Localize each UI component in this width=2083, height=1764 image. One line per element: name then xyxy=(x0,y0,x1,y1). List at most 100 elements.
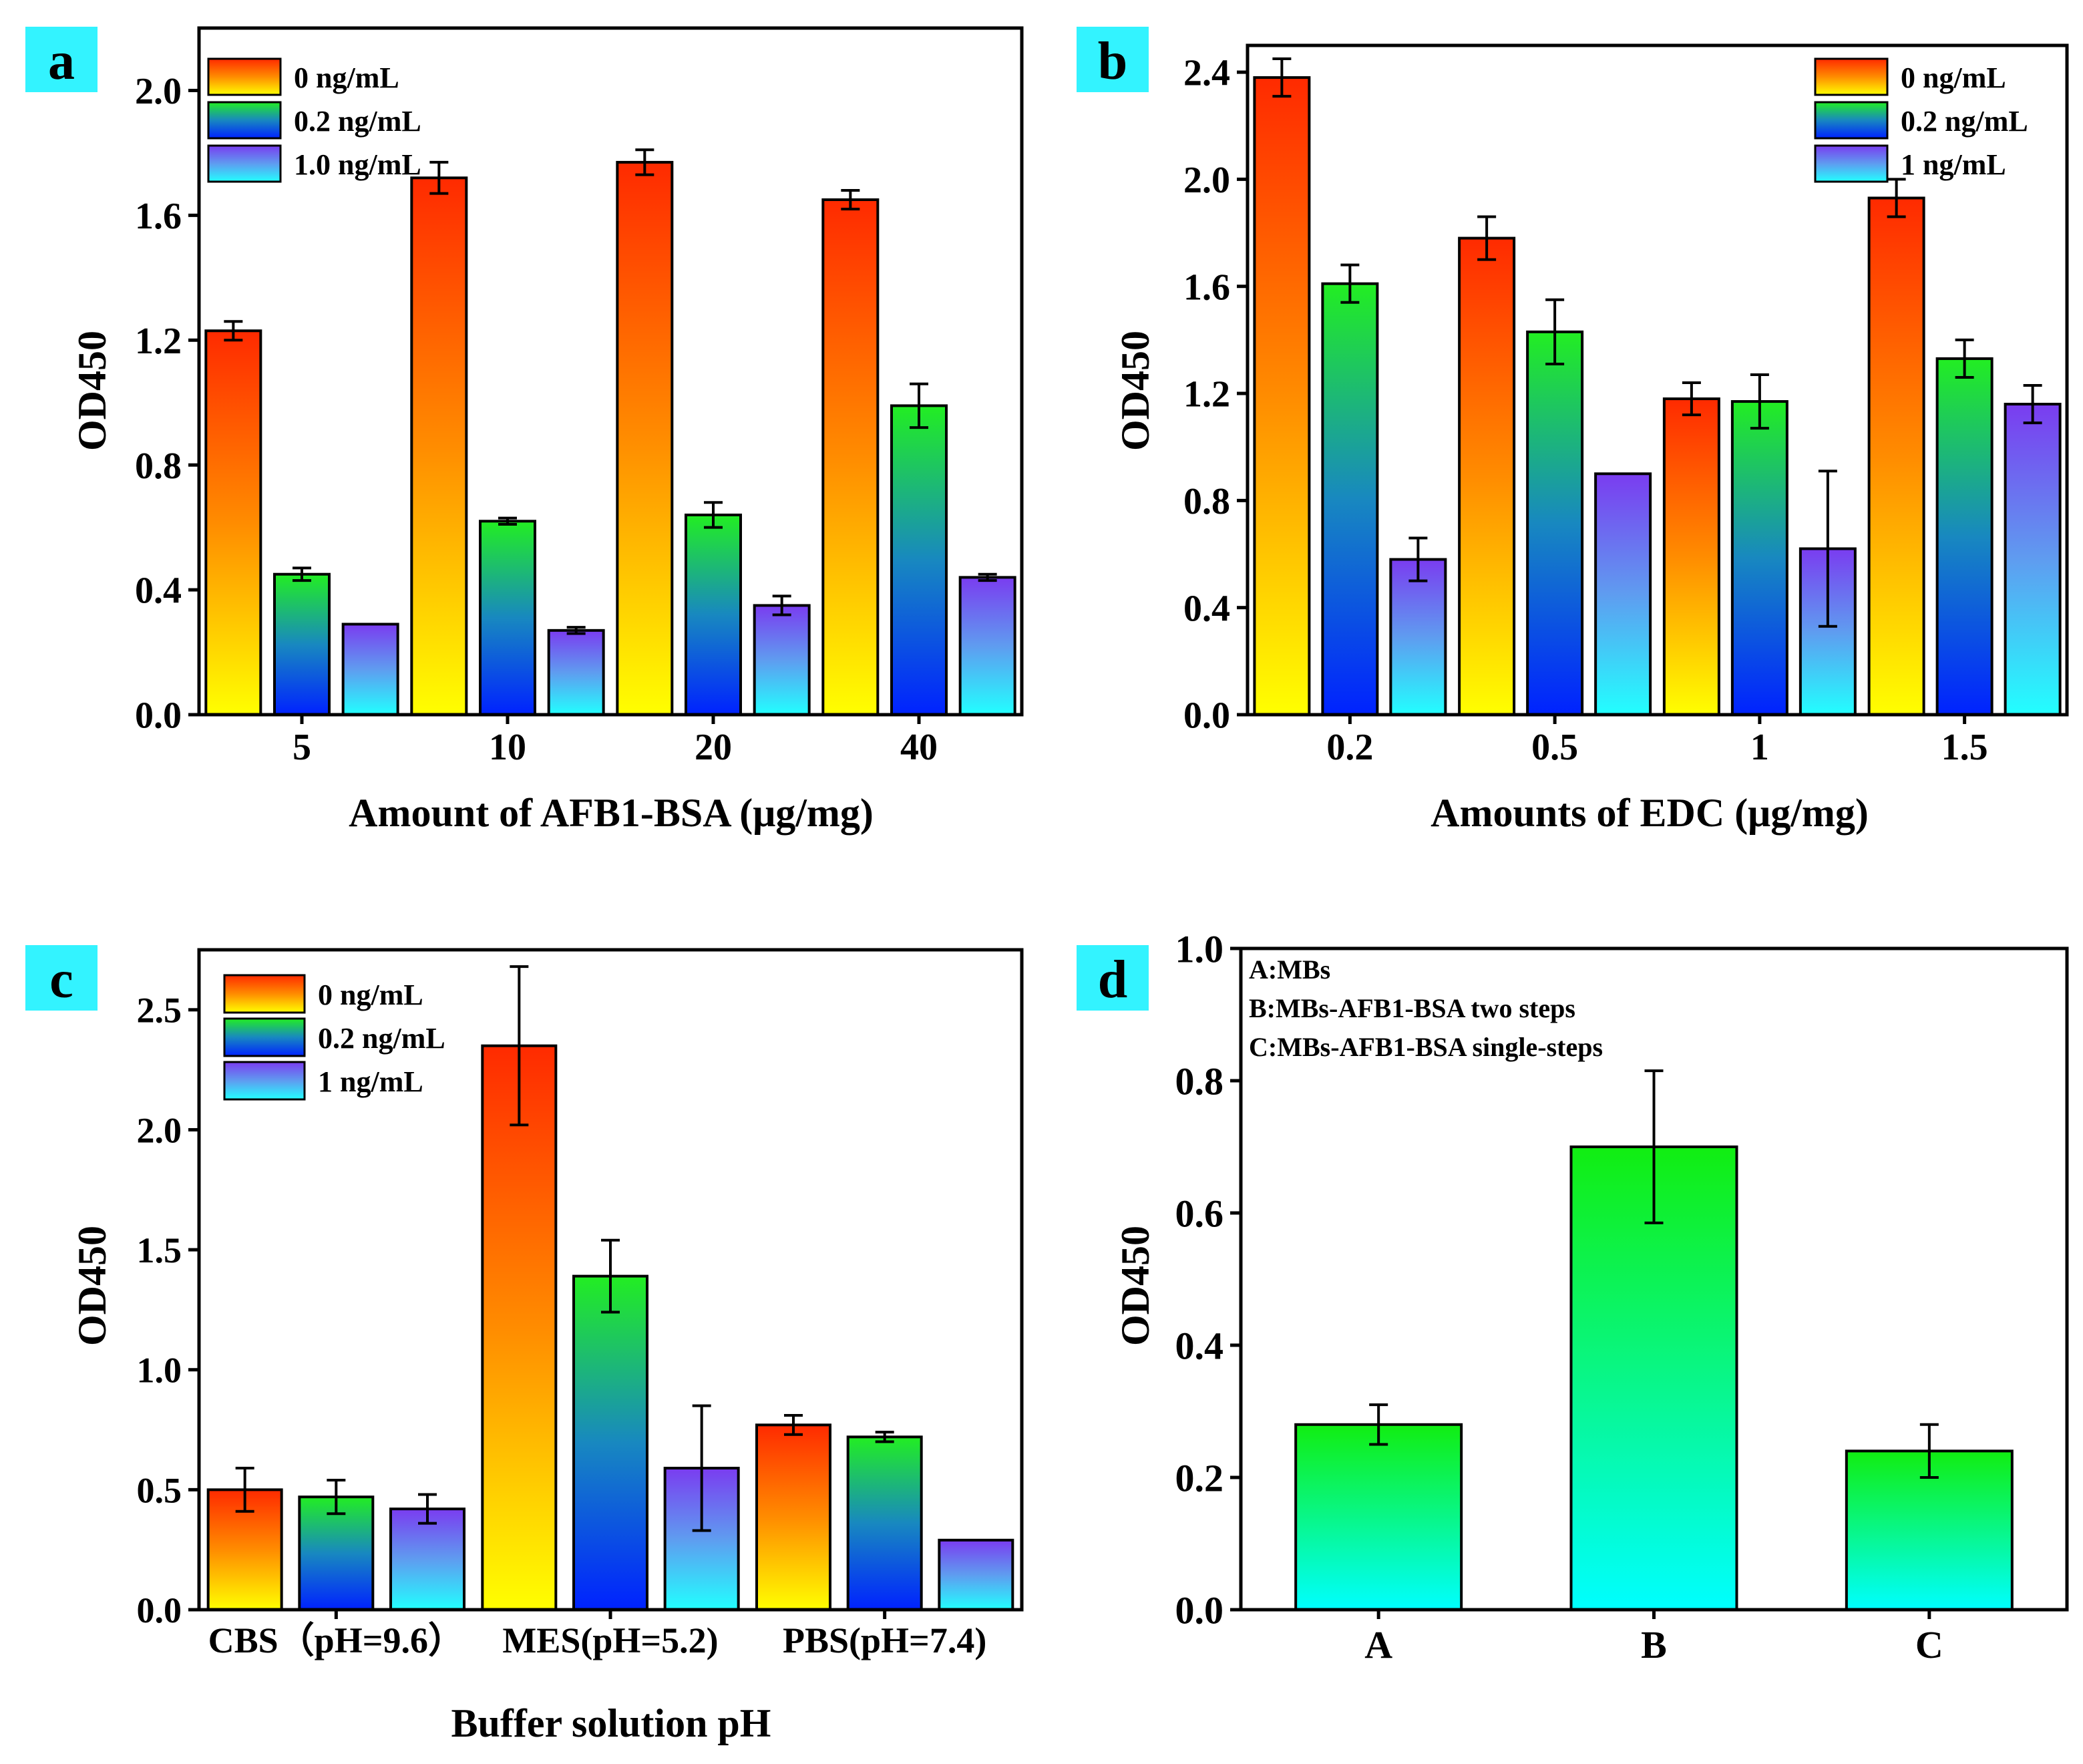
bar-a-s2-c3 xyxy=(958,576,1016,717)
legend-label-a-2: 1.0 ng/mL xyxy=(294,148,421,181)
legend-swatch-a-0 xyxy=(207,57,282,96)
error-bar-a-s1-c1 xyxy=(498,516,517,526)
bar-a-s2-c0 xyxy=(341,623,399,716)
y-tick-label-c-3: 1.5 xyxy=(137,1230,182,1270)
bar-b-s2-c3 xyxy=(2004,403,2062,717)
y-tick-label-a-3: 1.2 xyxy=(135,321,182,362)
x-tick-label-b-3: 1.5 xyxy=(1941,727,1988,768)
bar-b-s1-c3 xyxy=(1935,357,1994,716)
y-tick-label-b-0: 0.0 xyxy=(1183,695,1230,737)
legend-label-b-1: 0.2 ng/mL xyxy=(1901,105,2028,138)
axes-frame-a xyxy=(197,26,1024,717)
x-tick-label-d-1: B xyxy=(1641,1623,1667,1666)
y-tick-label-a-5: 2.0 xyxy=(135,71,182,112)
error-bar-b-s2-c3 xyxy=(2023,384,2042,425)
bar-c-s1-c0 xyxy=(298,1495,375,1612)
y-axis-label-d: OD450 xyxy=(1113,1226,1157,1346)
x-axis-label-c: Buffer solution pH xyxy=(451,1701,771,1745)
y-tick-label-d-5: 1.0 xyxy=(1175,927,1224,971)
bar-b-s1-c1 xyxy=(1526,330,1584,716)
panel-label-bg-c xyxy=(25,945,98,1011)
x-tick-label-a-2: 20 xyxy=(695,727,732,768)
legend-swatch-c-0 xyxy=(223,974,306,1014)
panel-label-bg-d xyxy=(1077,945,1149,1011)
error-bar-d-s0-c0 xyxy=(1369,1403,1388,1446)
y-tick-label-d-1: 0.2 xyxy=(1175,1456,1224,1500)
error-bar-b-s0-c3 xyxy=(1887,178,1906,218)
annotation-d-0: A:MBs xyxy=(1249,954,1330,985)
error-bar-c-s0-c1 xyxy=(510,965,529,1127)
bar-a-s1-c3 xyxy=(890,404,948,717)
panel-d: d OD450 0.0 0.2 0.4 0.6 0.8 1.0 A B C A:MBs B:MBs-… xyxy=(1077,927,2069,1666)
error-bar-a-s2-c3 xyxy=(978,572,997,582)
x-tick-label-b-1: 0.5 xyxy=(1531,727,1578,768)
x-tick-label-c-2: PBS(pH=7.4) xyxy=(783,1620,986,1660)
error-bar-a-s0-c2 xyxy=(635,148,654,176)
legend-label-b-2: 1 ng/mL xyxy=(1901,148,2006,181)
y-tick-label-c-2: 1.0 xyxy=(137,1351,182,1391)
error-bar-c-s2-c0 xyxy=(418,1493,437,1525)
y-tick-label-c-0: 0.0 xyxy=(137,1590,182,1630)
y-tick-label-c-1: 0.5 xyxy=(137,1470,182,1510)
panel-label-d: d xyxy=(1098,950,1128,1009)
error-bar-a-s2-c1 xyxy=(566,626,586,635)
axes-frame-b xyxy=(1246,43,2069,717)
error-bar-b-s2-c2 xyxy=(1818,470,1837,628)
legend-label-a-0: 0 ng/mL xyxy=(294,61,399,94)
bar-b-s1-c0 xyxy=(1321,282,1379,717)
y-tick-label-b-1: 0.4 xyxy=(1183,588,1230,629)
error-bar-b-s0-c1 xyxy=(1477,215,1497,261)
error-bar-d-s0-c2 xyxy=(1919,1423,1939,1479)
plot-area-a: 0.0 0.4 0.8 1.2 1.6 2.0 5 10 20 40 0 ng/mL 0.2 ng/m… xyxy=(135,26,1024,768)
legend-swatch-b-2 xyxy=(1814,144,1889,183)
x-tick-label-a-0: 5 xyxy=(293,727,311,768)
legend-label-c-2: 1 ng/mL xyxy=(318,1065,423,1098)
error-bar-b-s1-c0 xyxy=(1340,263,1360,304)
error-bar-c-s1-c1 xyxy=(601,1238,620,1314)
panel-label-c: c xyxy=(49,950,73,1009)
plot-area-d: 0.0 0.2 0.4 0.6 0.8 1.0 A B C A:MBs B:MBs-AFB1-BSA… xyxy=(1175,927,2069,1666)
x-tick-label-b-2: 1 xyxy=(1750,727,1769,768)
legend-swatch-a-1 xyxy=(207,101,282,140)
legend-swatch-a-2 xyxy=(207,144,282,183)
bar-a-s0-c0 xyxy=(204,329,262,717)
legend-swatch-b-1 xyxy=(1814,101,1889,140)
y-tick-label-d-0: 0.0 xyxy=(1175,1588,1224,1632)
bar-b-s0-c3 xyxy=(1867,196,1925,716)
legend-label-b-0: 0 ng/mL xyxy=(1901,61,2006,94)
bar-b-s0-c2 xyxy=(1662,397,1720,717)
panel-label-bg-a xyxy=(25,27,98,92)
y-tick-label-b-3: 1.2 xyxy=(1183,374,1230,415)
error-bar-c-s1-c2 xyxy=(875,1431,894,1443)
bar-a-s1-c1 xyxy=(479,520,536,716)
annotation-d-1: B:MBs-AFB1-BSA two steps xyxy=(1249,993,1575,1023)
y-tick-label-a-2: 0.8 xyxy=(135,446,182,487)
plot-area-c: 0.0 0.5 1.0 1.5 2.0 2.5 CBS（pH=9.6） MES(pH=5.2)… xyxy=(137,948,1024,1660)
error-bar-b-s0-c2 xyxy=(1682,381,1701,417)
error-bar-c-s0-c0 xyxy=(235,1467,254,1513)
panel-c: c OD450 Buffer solution pH 0.0 0.5 1.0 1.5 2… xyxy=(25,945,1024,1745)
error-bar-b-s1-c1 xyxy=(1545,298,1565,365)
legend-label-c-1: 0.2 ng/mL xyxy=(318,1022,445,1055)
bar-a-s1-c0 xyxy=(273,572,331,717)
bar-b-s2-c1 xyxy=(1594,472,1652,717)
panel-label-a: a xyxy=(48,32,75,91)
y-tick-label-d-2: 0.4 xyxy=(1175,1324,1224,1367)
error-bar-a-s0-c3 xyxy=(841,188,860,211)
panel-label-b: b xyxy=(1098,32,1128,91)
y-tick-label-b-4: 1.6 xyxy=(1183,267,1230,308)
x-tick-label-c-1: MES(pH=5.2) xyxy=(502,1620,718,1660)
y-tick-label-b-6: 2.4 xyxy=(1183,53,1230,94)
y-axis-label-a: OD450 xyxy=(70,331,114,451)
error-bar-a-s1-c2 xyxy=(704,501,723,529)
bar-a-s0-c1 xyxy=(410,176,468,717)
x-tick-label-a-1: 10 xyxy=(489,727,526,768)
panel-b: b OD450 Amounts of EDC (μg/mg) 0.0 0.4 0.8… xyxy=(1077,27,2069,835)
y-axis-label-c: OD450 xyxy=(70,1226,114,1346)
bar-d-s0-c0 xyxy=(1294,1423,1463,1612)
legend-swatch-c-2 xyxy=(223,1061,306,1101)
x-axis-label-a: Amount of AFB1-BSA (μg/mg) xyxy=(349,791,874,835)
bar-c-s1-c2 xyxy=(846,1435,923,1612)
y-tick-label-d-3: 0.6 xyxy=(1175,1192,1224,1235)
